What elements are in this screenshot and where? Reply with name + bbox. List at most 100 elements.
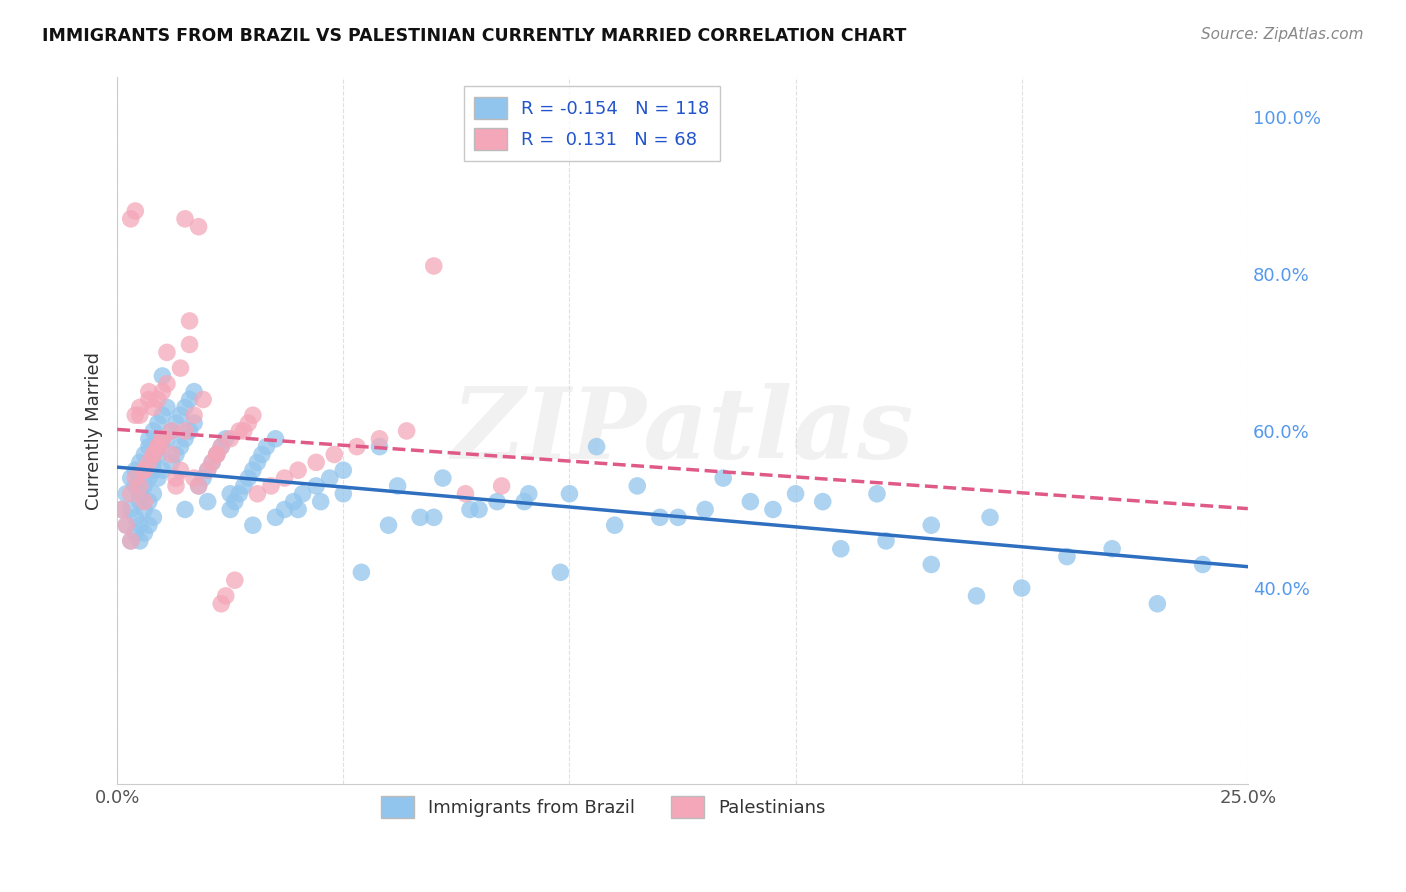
Point — [224, 573, 246, 587]
Point — [128, 408, 150, 422]
Point — [920, 558, 942, 572]
Point — [165, 479, 187, 493]
Point — [468, 502, 491, 516]
Point — [160, 424, 183, 438]
Point — [550, 566, 572, 580]
Point — [115, 487, 138, 501]
Point — [287, 463, 309, 477]
Point — [169, 361, 191, 376]
Point — [250, 448, 273, 462]
Point — [179, 392, 201, 407]
Point — [224, 494, 246, 508]
Point — [187, 479, 209, 493]
Point — [323, 448, 346, 462]
Point — [585, 440, 607, 454]
Point — [242, 408, 264, 422]
Point — [156, 432, 179, 446]
Point — [152, 432, 174, 446]
Point — [128, 533, 150, 548]
Point — [666, 510, 689, 524]
Point — [197, 463, 219, 477]
Point — [291, 487, 314, 501]
Point — [209, 440, 232, 454]
Point — [201, 455, 224, 469]
Point — [134, 463, 156, 477]
Point — [979, 510, 1001, 524]
Point — [458, 502, 481, 516]
Point — [128, 455, 150, 469]
Point — [111, 502, 134, 516]
Point — [146, 471, 169, 485]
Point — [115, 518, 138, 533]
Point — [128, 487, 150, 501]
Point — [219, 487, 242, 501]
Point — [142, 487, 165, 501]
Point — [866, 487, 889, 501]
Point — [238, 471, 260, 485]
Point — [423, 259, 446, 273]
Point — [183, 384, 205, 399]
Point — [120, 533, 142, 548]
Point — [1011, 581, 1033, 595]
Point — [432, 471, 454, 485]
Point — [165, 448, 187, 462]
Point — [156, 376, 179, 391]
Point — [120, 502, 142, 516]
Point — [124, 471, 146, 485]
Point — [183, 471, 205, 485]
Point — [138, 471, 160, 485]
Point — [152, 384, 174, 399]
Point — [120, 487, 142, 501]
Point — [128, 494, 150, 508]
Point — [920, 518, 942, 533]
Point — [183, 416, 205, 430]
Point — [305, 479, 328, 493]
Point — [169, 408, 191, 422]
Point — [811, 494, 834, 508]
Point — [134, 502, 156, 516]
Point — [273, 502, 295, 516]
Point — [115, 518, 138, 533]
Point — [179, 337, 201, 351]
Point — [152, 440, 174, 454]
Point — [603, 518, 626, 533]
Point — [695, 502, 717, 516]
Point — [319, 471, 342, 485]
Point — [142, 401, 165, 415]
Point — [246, 455, 269, 469]
Y-axis label: Currently Married: Currently Married — [86, 352, 103, 510]
Point — [209, 597, 232, 611]
Point — [264, 510, 287, 524]
Point — [152, 463, 174, 477]
Point — [264, 432, 287, 446]
Point — [191, 392, 214, 407]
Point — [187, 479, 209, 493]
Point — [146, 440, 169, 454]
Point — [134, 463, 156, 477]
Point — [165, 416, 187, 430]
Point — [187, 219, 209, 234]
Point — [232, 479, 254, 493]
Point — [228, 487, 250, 501]
Point — [830, 541, 852, 556]
Point — [146, 448, 169, 462]
Point — [368, 432, 391, 446]
Point — [138, 392, 160, 407]
Point — [395, 424, 418, 438]
Point — [142, 455, 165, 469]
Point — [146, 392, 169, 407]
Point — [174, 211, 197, 226]
Point — [1146, 597, 1168, 611]
Point — [454, 487, 477, 501]
Point — [1056, 549, 1078, 564]
Point — [142, 424, 165, 438]
Point — [120, 471, 142, 485]
Point — [350, 566, 373, 580]
Point — [156, 345, 179, 359]
Point — [160, 424, 183, 438]
Point — [648, 510, 671, 524]
Point — [209, 440, 232, 454]
Point — [273, 471, 295, 485]
Point — [138, 440, 160, 454]
Point — [215, 432, 238, 446]
